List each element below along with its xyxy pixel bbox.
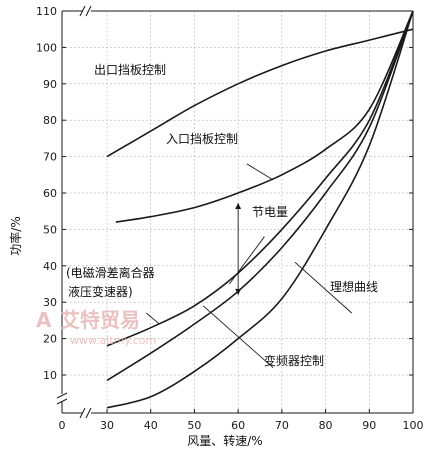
label-ideal-curve: 理想曲线 [330,279,378,294]
top-border-break [79,5,92,17]
series-line-inlet-damper [115,10,414,223]
y-tick-label-10: 10 [43,369,57,382]
label-vfd-control: 变频器控制 [264,353,324,368]
x-tick-label-40: 40 [144,419,158,432]
label-inlet-damper: 入口挡板控制 [166,132,238,146]
x-tick-label-100: 100 [403,419,424,432]
series-line-vfd [106,10,414,409]
leader-saving [229,236,265,285]
label-energy-saving: 节电量 [252,205,288,219]
y-tick-label-40: 40 [43,260,57,273]
x-tick-label-60: 60 [231,419,245,432]
label-clutch-line2: 液压变速器) [68,284,133,299]
y-tick-label-20: 20 [43,333,57,346]
y-axis-title: 功率/% [8,216,23,255]
x-tick-label-70: 70 [275,419,289,432]
x-tick-label-0: 0 [59,419,66,432]
label-clutch-line1: (电磁滑差离合器 [66,265,155,280]
label-leader-lines [146,163,353,369]
leader-ideal [294,261,353,314]
y-tick-label-80: 80 [43,114,57,127]
x-tick-label-30: 30 [100,419,114,432]
y-tick-label-90: 90 [43,78,57,91]
leader-vfd [202,305,274,369]
y-tick-label-70: 70 [43,151,57,164]
x-axis-break [79,407,92,419]
watermark-logo-letter: A [36,308,52,332]
label-outlet-damper: 出口挡板控制 [94,63,166,77]
saving-arrow-head-down [235,288,242,295]
y-tick-label-50: 50 [43,223,57,236]
y-axis-break [56,392,68,405]
y-tick-label-100: 100 [36,41,57,54]
tick-marks [62,10,414,413]
watermark-url: www.aitmy.com [70,334,156,347]
x-tick-label-80: 80 [319,419,333,432]
series-line-ideal [106,10,414,382]
x-tick-label-90: 90 [362,419,376,432]
x-axis-title: 风量、转速/% [187,433,262,448]
y-tick-label-30: 30 [43,296,57,309]
y-tick-label-110: 110 [36,5,57,18]
saving-arrow-head-up [235,203,242,209]
watermark-name: 艾特贸易 [60,308,140,332]
series-line-clutch-hydraulic [106,10,414,347]
series-line-outlet-damper [106,28,414,158]
watermark: A 艾特贸易 www.aitmy.com [36,308,156,347]
leader-inlet [246,163,274,181]
leader-clutch [146,312,160,325]
x-tick-label-50: 50 [187,419,201,432]
y-tick-label-60: 60 [43,187,57,200]
axes [56,5,414,419]
